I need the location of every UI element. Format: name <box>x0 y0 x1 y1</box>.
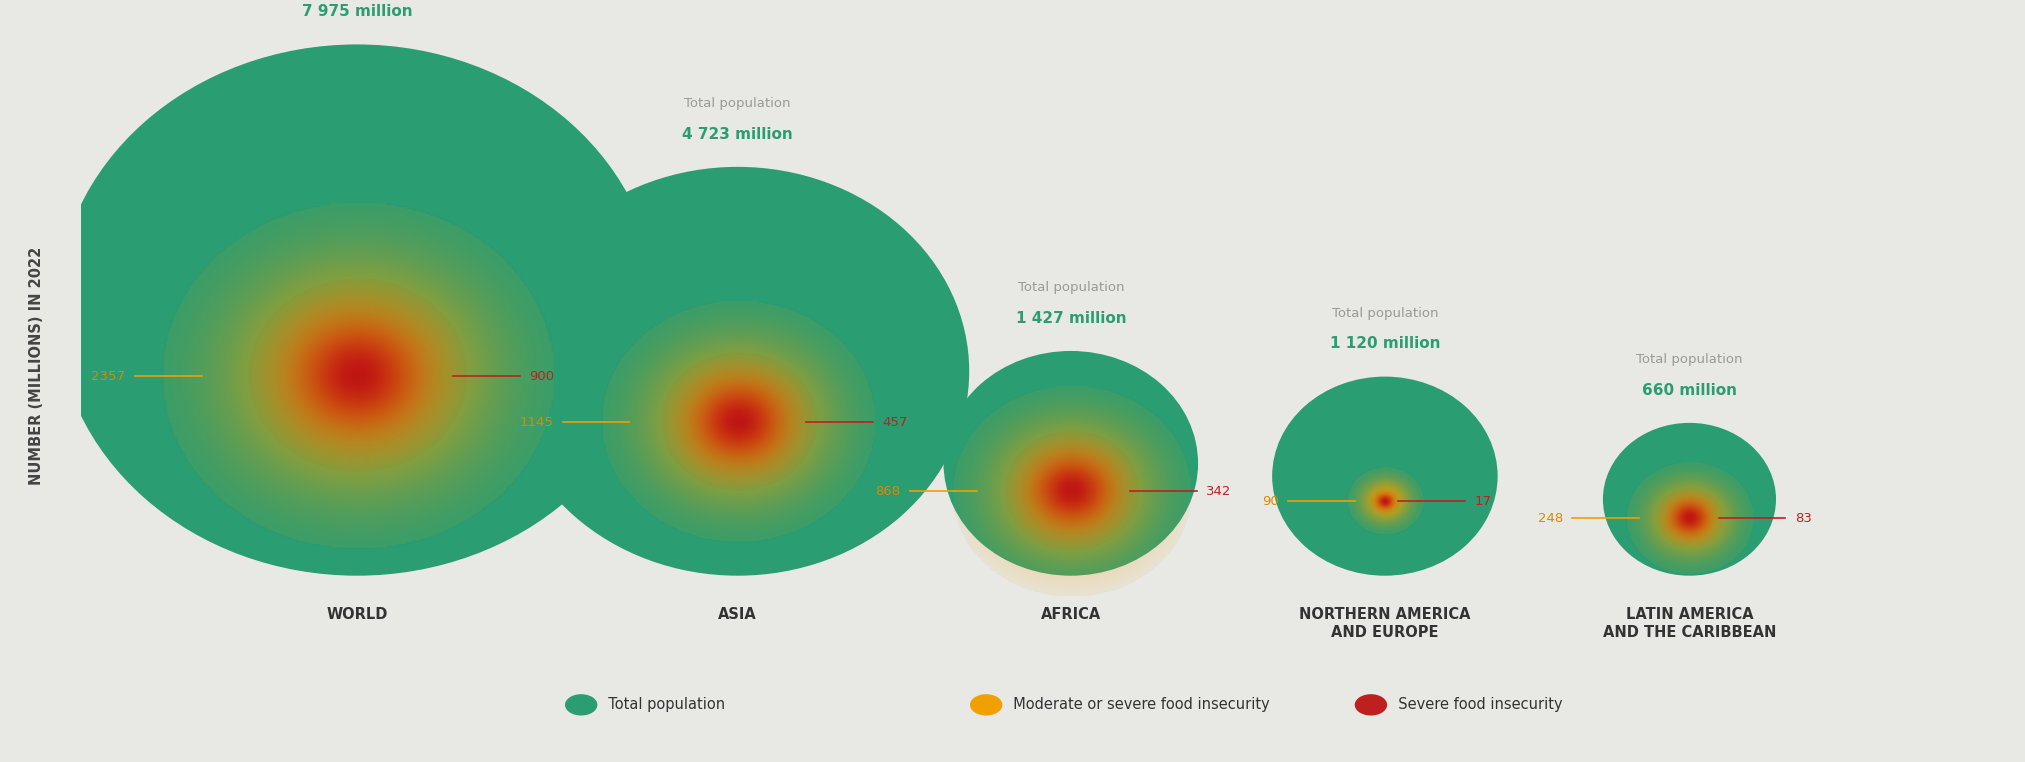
Text: 342: 342 <box>1207 485 1231 498</box>
Ellipse shape <box>506 167 970 576</box>
Ellipse shape <box>1272 376 1498 576</box>
Text: 1 427 million: 1 427 million <box>1015 311 1126 325</box>
Text: 660 million: 660 million <box>1642 383 1737 398</box>
Ellipse shape <box>57 44 658 576</box>
Text: Total population: Total population <box>1636 353 1744 366</box>
Text: Total population: Total population <box>1019 281 1124 294</box>
Ellipse shape <box>944 351 1199 576</box>
Text: NUMBER (MILLIONS) IN 2022: NUMBER (MILLIONS) IN 2022 <box>28 247 45 485</box>
Text: 17: 17 <box>1474 495 1490 507</box>
Text: 1 120 million: 1 120 million <box>1330 336 1440 351</box>
Text: 7 975 million: 7 975 million <box>302 4 413 19</box>
Text: 2357: 2357 <box>91 370 126 383</box>
Text: LATIN AMERICA
AND THE CARIBBEAN: LATIN AMERICA AND THE CARIBBEAN <box>1602 607 1776 640</box>
Text: Total population: Total population <box>684 97 792 110</box>
Text: Total population: Total population <box>1332 306 1438 320</box>
Text: Moderate or severe food insecurity: Moderate or severe food insecurity <box>1004 697 1270 712</box>
Text: 83: 83 <box>1794 512 1812 525</box>
Text: 4 723 million: 4 723 million <box>682 126 794 142</box>
Text: Total population: Total population <box>599 697 725 712</box>
Text: Severe food insecurity: Severe food insecurity <box>1389 697 1563 712</box>
Ellipse shape <box>1604 423 1776 576</box>
Text: AFRICA: AFRICA <box>1041 607 1102 623</box>
Text: 248: 248 <box>1537 512 1563 525</box>
Text: 868: 868 <box>875 485 901 498</box>
Text: 90: 90 <box>1262 495 1278 507</box>
Text: NORTHERN AMERICA
AND EUROPE: NORTHERN AMERICA AND EUROPE <box>1300 607 1470 640</box>
Text: ASIA: ASIA <box>719 607 757 623</box>
Text: 1145: 1145 <box>518 416 553 429</box>
Text: 900: 900 <box>529 370 555 383</box>
Text: 457: 457 <box>883 416 907 429</box>
Text: WORLD: WORLD <box>326 607 387 623</box>
